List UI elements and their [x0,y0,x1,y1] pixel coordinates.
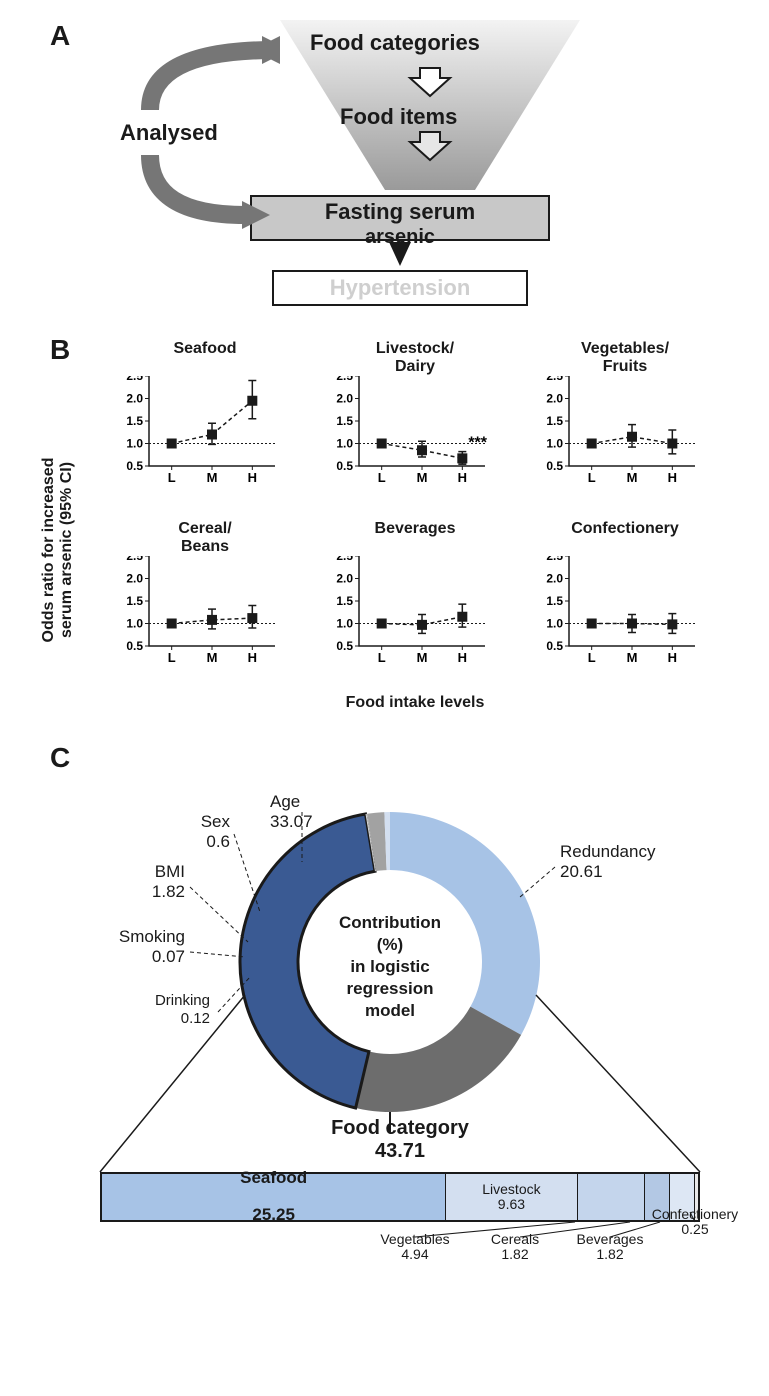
label-smoking: Smoking0.07 [105,927,185,968]
label-sex: Sex0.6 [170,812,230,853]
mini-chart: Seafood 0.5 1.0 1.5 2.0 2.5 L M H *** [115,340,295,510]
svg-text:2.0: 2.0 [336,392,353,406]
svg-text:0.5: 0.5 [126,459,143,473]
svg-text:1.0: 1.0 [336,437,353,451]
svg-text:1.0: 1.0 [546,617,563,631]
donut-center-text: Contribution(%)in logisticregressionmode… [320,912,460,1022]
svg-text:1.0: 1.0 [546,437,563,451]
chart-title: Livestock/Dairy [325,340,505,376]
svg-text:2.5: 2.5 [126,556,143,563]
mini-chart-svg: 0.5 1.0 1.5 2.0 2.5 L M H [535,556,709,676]
mini-chart: Livestock/Dairy 0.5 1.0 1.5 2.0 2.5 L M H *** [325,340,505,510]
charts-grid: Seafood0.51.01.52.02.5LMH***Livestock/Da… [115,340,749,690]
svg-text:1.0: 1.0 [126,617,143,631]
label-redundancy: Redundancy20.61 [560,842,655,883]
svg-text:M: M [627,470,638,485]
sub-vegetables: Vegetables4.94 [370,1232,460,1263]
svg-text:L: L [378,470,386,485]
funnel-text-mid: Food items [340,104,457,130]
svg-text:H: H [248,470,257,485]
panel-b: B Odds ratio for increasedserum arsenic … [20,340,749,712]
hypertension-box: Hypertension [272,270,528,306]
svg-text:0.5: 0.5 [336,639,353,653]
svg-text:2.0: 2.0 [546,392,563,406]
mini-chart: Vegetables/Fruits 0.5 1.0 1.5 2.0 2.5 L M H [535,340,715,510]
food-breakdown-bar: Seafood25.25Livestock9.63 [100,1172,700,1222]
svg-text:1.0: 1.0 [336,617,353,631]
svg-text:L: L [168,650,176,665]
chart-title: Beverages [325,520,505,556]
panel-a: A Food categories Food items Fasting ser… [20,20,749,320]
svg-text:H: H [668,470,677,485]
svg-text:2.5: 2.5 [126,376,143,383]
svg-text:1.5: 1.5 [546,594,563,608]
svg-text:2.0: 2.0 [126,572,143,586]
svg-text:2.0: 2.0 [546,572,563,586]
label-food-category: Food category43.71 [320,1117,480,1163]
panel-a-label: A [50,20,70,52]
svg-text:2.5: 2.5 [546,556,563,563]
mini-chart: Confectionery 0.5 1.0 1.5 2.0 2.5 L M H [535,520,715,690]
svg-text:L: L [168,470,176,485]
svg-text:M: M [207,650,218,665]
svg-text:***: *** [258,376,277,381]
stack-segment [578,1174,645,1220]
down-triangle-icon [385,242,415,270]
svg-text:1.5: 1.5 [336,594,353,608]
mini-chart-svg: 0.5 1.0 1.5 2.0 2.5 L M H *** [115,376,289,496]
svg-text:0.5: 0.5 [546,459,563,473]
mini-chart-svg: 0.5 1.0 1.5 2.0 2.5 L M H [535,376,709,496]
svg-text:H: H [248,650,257,665]
arsenic-box: Fasting serum arsenic [250,195,550,241]
sub-confectionery: Confectionery0.25 [640,1207,750,1238]
svg-text:L: L [378,650,386,665]
mini-chart: Cereal/Beans 0.5 1.0 1.5 2.0 2.5 L M H [115,520,295,690]
svg-text:2.0: 2.0 [336,572,353,586]
svg-text:1.5: 1.5 [546,414,563,428]
svg-text:0.5: 0.5 [336,459,353,473]
svg-text:L: L [588,650,596,665]
panel-b-label: B [50,334,70,366]
svg-text:2.5: 2.5 [546,376,563,383]
svg-text:M: M [207,470,218,485]
svg-text:M: M [417,470,428,485]
label-age: Age33.07 [270,792,313,833]
hypertension-text: Hypertension [330,275,471,300]
svg-text:L: L [588,470,596,485]
funnel-text-top: Food categories [310,30,480,56]
svg-text:H: H [458,470,467,485]
panel-b-x-axis-label: Food intake levels [115,694,715,712]
chart-title: Confectionery [535,520,715,556]
panel-c: C Contribution(%)in logisticregressionmo… [20,742,749,1302]
label-drinking: Drinking0.12 [130,992,210,1028]
chart-title: Vegetables/Fruits [535,340,715,376]
mini-chart-svg: 0.5 1.0 1.5 2.0 2.5 L M H [115,556,289,676]
svg-text:2.5: 2.5 [336,556,353,563]
svg-text:***: *** [468,435,487,452]
svg-text:0.5: 0.5 [546,639,563,653]
svg-text:H: H [668,650,677,665]
svg-text:2.0: 2.0 [126,392,143,406]
chart-title: Seafood [115,340,295,376]
label-bmi: BMI1.82 [125,862,185,903]
svg-text:1.5: 1.5 [126,414,143,428]
svg-text:H: H [458,650,467,665]
mini-chart-svg: 0.5 1.0 1.5 2.0 2.5 L M H [325,556,499,676]
sub-cereals: Cereals1.82 [480,1232,550,1263]
svg-text:2.5: 2.5 [336,376,353,383]
panel-b-y-axis-label: Odds ratio for increasedserum arsenic (9… [40,420,76,680]
svg-text:0.5: 0.5 [126,639,143,653]
mini-chart-svg: 0.5 1.0 1.5 2.0 2.5 L M H *** [325,376,499,496]
svg-text:1.5: 1.5 [126,594,143,608]
arsenic-line1: Fasting serum [325,199,475,224]
svg-text:1.5: 1.5 [336,414,353,428]
analysed-text: Analysed [120,120,218,146]
svg-text:M: M [417,650,428,665]
stack-segment: Livestock9.63 [446,1174,577,1220]
stack-segment: Seafood25.25 [102,1174,446,1220]
chart-title: Cereal/Beans [115,520,295,556]
svg-text:1.0: 1.0 [126,437,143,451]
mini-chart: Beverages 0.5 1.0 1.5 2.0 2.5 L M H [325,520,505,690]
svg-text:M: M [627,650,638,665]
